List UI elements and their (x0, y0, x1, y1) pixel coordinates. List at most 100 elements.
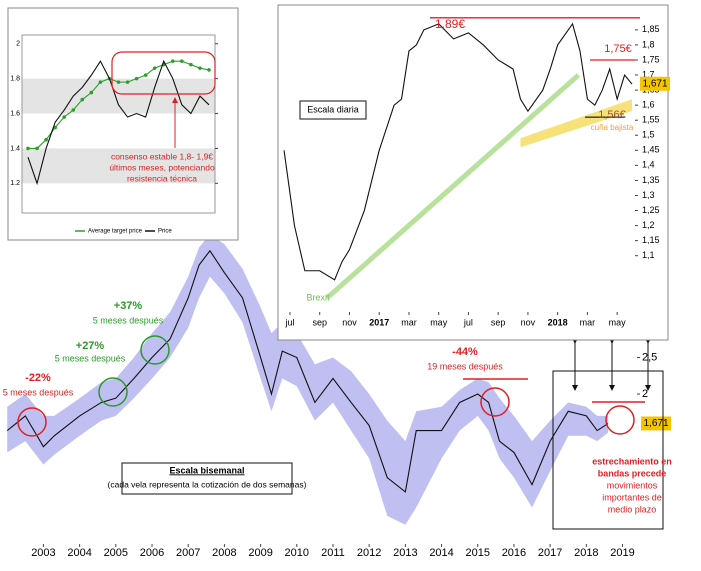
x-tick-label: 2013 (393, 547, 417, 559)
annotation: +37% (114, 300, 143, 312)
x-tick-label: 2004 (67, 547, 91, 559)
x-tick-label: 2014 (429, 547, 453, 559)
target-marker (171, 59, 175, 63)
annotation: -22% (25, 372, 51, 384)
x-tick-label: nov (521, 317, 536, 327)
y-tick-label: 1,2 (642, 220, 655, 230)
target-marker (134, 76, 139, 81)
x-tick-label: 2009 (248, 547, 272, 559)
annotation: 5 meses después (93, 315, 164, 325)
grid-band (22, 148, 215, 184)
focus-box (552, 370, 664, 530)
target-marker (44, 137, 48, 142)
plot-frame (21, 34, 216, 214)
legend-label: Price (158, 229, 172, 235)
consensus-note: últimos meses, potenciando (109, 162, 215, 172)
target-marker (143, 73, 148, 77)
target-marker (35, 146, 39, 151)
target-marker (80, 97, 85, 102)
target-marker (180, 59, 184, 63)
target-marker (62, 115, 66, 119)
last-value-box (640, 76, 670, 91)
band-note: bandas precede (598, 468, 667, 478)
x-tick-label: mar (580, 317, 596, 327)
y-tick-label: 1,6 (642, 100, 655, 110)
y-tick-label: 1,3 (642, 190, 655, 200)
bollinger-band (7, 234, 609, 525)
consensus-note: consenso estable 1,8- 1,9€ (111, 151, 213, 161)
target-marker (198, 66, 202, 70)
level-label: 1,89€ (435, 17, 465, 31)
price-line (6, 249, 609, 493)
annotation: +27% (76, 340, 105, 352)
resistance-box (111, 51, 216, 95)
y-tick-label: 1,7 (642, 69, 655, 79)
daily-chart: 1,1 1,15 1,2 1,25 1,3 1,35 1,4 1,45 1,5 1,55 1,6 1,… (277, 4, 670, 341)
x-tick-label: sep (312, 317, 327, 327)
band-note: estrechamiento en (592, 456, 672, 466)
x-tick-label: 2007 (176, 547, 200, 559)
level-label: 1,75€ (604, 43, 632, 55)
target-marker (207, 68, 211, 72)
x-tick-label: jul (463, 317, 473, 327)
legend-label: Average target price (88, 229, 143, 235)
highlight-circle (480, 387, 510, 417)
x-tick-label: 2018 (574, 547, 598, 559)
x-tick-label: mar (401, 317, 417, 327)
wedge (520, 99, 633, 148)
x-tick-label: may (609, 317, 627, 327)
y-tick-label: 1,55 (642, 115, 660, 125)
note-title: Escala bisemanal (169, 465, 244, 475)
panel-frame (7, 7, 239, 241)
trend-line (325, 73, 581, 300)
highlight-circle (140, 335, 170, 365)
scale-note: Escala diaria (307, 104, 359, 114)
target-marker (98, 80, 103, 84)
y-tick-label: 1,85 (642, 24, 660, 34)
highlight-circle (98, 377, 128, 407)
target-marker (26, 146, 30, 151)
target-marker (152, 66, 157, 70)
target-marker (125, 80, 130, 84)
y-tick-label: 1,15 (642, 235, 660, 245)
annotation: 19 meses después (427, 361, 503, 371)
last-value-label: 1,671 (642, 78, 667, 89)
y-tick-label: 2,5 (642, 351, 657, 363)
note-text: (cada vela representa la cotización de d… (108, 479, 307, 489)
y-tick-label: 1,4 (642, 160, 655, 170)
x-tick-label: jul (284, 317, 294, 327)
wedge-label: cuña bajista (591, 123, 634, 132)
annotation: 5 meses después (55, 353, 126, 363)
y-tick-label: 1,45 (642, 145, 660, 155)
y-tick-label: 1,25 (642, 205, 660, 215)
main-annotations: Escala bisemanal (cada vela representa la… (17, 335, 672, 530)
price-line (27, 59, 210, 186)
x-tick-label: 2012 (357, 547, 381, 559)
band-note: movimientos (607, 480, 658, 490)
x-tick-label: 2010 (285, 547, 309, 559)
x-tick-label: 2017 (538, 547, 562, 559)
x-tick-label: sep (491, 317, 506, 327)
target-marker (116, 80, 121, 84)
y-tick-label: 1.4 (10, 145, 20, 152)
highlight-circle (605, 405, 635, 435)
x-tick-label: 2005 (104, 547, 128, 559)
consensus-note: resistencia técnica (127, 173, 197, 183)
target-marker (89, 90, 94, 95)
x-tick-label: nov (342, 317, 357, 327)
price-line (283, 22, 633, 281)
y-tick-label: 1,5 (642, 130, 655, 140)
y-tick-label: 1.2 (10, 180, 20, 187)
target-marker (189, 62, 193, 67)
y-tick-label: 1,8 (642, 39, 655, 49)
brexit-label: Brexit (306, 292, 330, 302)
x-tick-label: 2008 (212, 547, 236, 559)
note-box (121, 462, 293, 495)
x-tick-label: 2006 (140, 547, 164, 559)
x-tick-label: 2016 (502, 547, 526, 559)
y-tick-label: 1.6 (10, 110, 20, 117)
x-tick-label: 2019 (610, 547, 634, 559)
grid-band (22, 78, 215, 114)
target-marker (71, 108, 76, 112)
